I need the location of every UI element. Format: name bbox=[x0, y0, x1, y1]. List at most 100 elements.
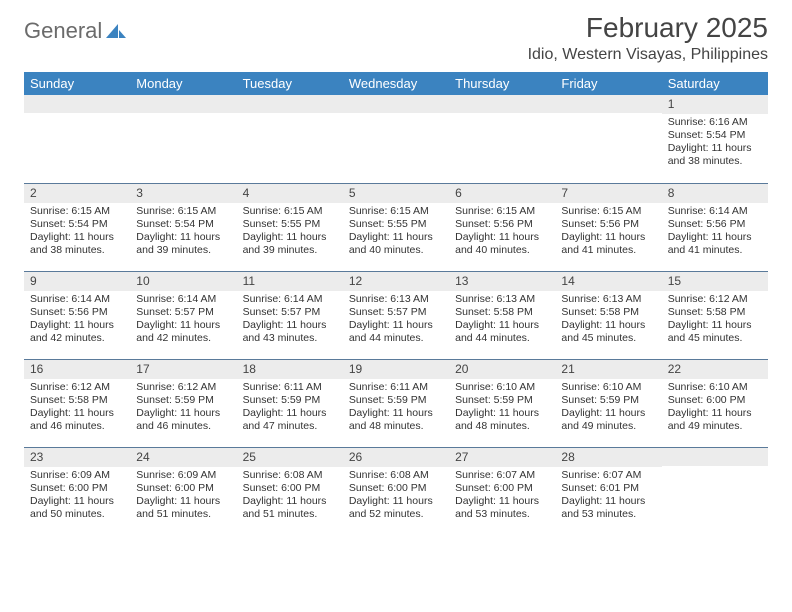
day-header: Sunday bbox=[24, 72, 130, 95]
day-daylight1: Daylight: 11 hours bbox=[349, 231, 443, 244]
day-daylight1: Daylight: 11 hours bbox=[136, 407, 230, 420]
day-sunset: Sunset: 5:59 PM bbox=[561, 394, 655, 407]
calendar-day-cell: 24Sunrise: 6:09 AMSunset: 6:00 PMDayligh… bbox=[130, 447, 236, 535]
day-sunset: Sunset: 6:01 PM bbox=[561, 482, 655, 495]
day-sunrise: Sunrise: 6:14 AM bbox=[668, 205, 762, 218]
day-body: Sunrise: 6:07 AMSunset: 6:00 PMDaylight:… bbox=[449, 467, 555, 526]
day-header: Saturday bbox=[662, 72, 768, 95]
day-body: Sunrise: 6:11 AMSunset: 5:59 PMDaylight:… bbox=[343, 379, 449, 438]
day-sunset: Sunset: 6:00 PM bbox=[349, 482, 443, 495]
calendar-day-cell bbox=[449, 95, 555, 183]
day-number: 23 bbox=[24, 448, 130, 467]
day-body: Sunrise: 6:13 AMSunset: 5:57 PMDaylight:… bbox=[343, 291, 449, 350]
day-number: 2 bbox=[24, 184, 130, 203]
calendar-day-cell bbox=[237, 95, 343, 183]
day-sunset: Sunset: 5:56 PM bbox=[561, 218, 655, 231]
day-daylight1: Daylight: 11 hours bbox=[455, 407, 549, 420]
day-body: Sunrise: 6:15 AMSunset: 5:55 PMDaylight:… bbox=[237, 203, 343, 262]
day-number bbox=[555, 95, 661, 113]
day-daylight1: Daylight: 11 hours bbox=[668, 319, 762, 332]
calendar-week-row: 1Sunrise: 6:16 AMSunset: 5:54 PMDaylight… bbox=[24, 95, 768, 183]
day-sunrise: Sunrise: 6:09 AM bbox=[30, 469, 124, 482]
day-sunset: Sunset: 5:59 PM bbox=[455, 394, 549, 407]
calendar-day-cell: 3Sunrise: 6:15 AMSunset: 5:54 PMDaylight… bbox=[130, 183, 236, 271]
day-daylight2: and 51 minutes. bbox=[136, 508, 230, 521]
day-number: 14 bbox=[555, 272, 661, 291]
calendar-table: Sunday Monday Tuesday Wednesday Thursday… bbox=[24, 72, 768, 535]
day-number: 9 bbox=[24, 272, 130, 291]
calendar-day-cell: 1Sunrise: 6:16 AMSunset: 5:54 PMDaylight… bbox=[662, 95, 768, 183]
calendar-day-cell: 10Sunrise: 6:14 AMSunset: 5:57 PMDayligh… bbox=[130, 271, 236, 359]
calendar-week-row: 9Sunrise: 6:14 AMSunset: 5:56 PMDaylight… bbox=[24, 271, 768, 359]
day-daylight2: and 41 minutes. bbox=[668, 244, 762, 257]
day-daylight1: Daylight: 11 hours bbox=[136, 231, 230, 244]
day-number: 7 bbox=[555, 184, 661, 203]
calendar-day-cell: 6Sunrise: 6:15 AMSunset: 5:56 PMDaylight… bbox=[449, 183, 555, 271]
day-body: Sunrise: 6:15 AMSunset: 5:55 PMDaylight:… bbox=[343, 203, 449, 262]
day-header: Wednesday bbox=[343, 72, 449, 95]
day-body: Sunrise: 6:07 AMSunset: 6:01 PMDaylight:… bbox=[555, 467, 661, 526]
day-daylight1: Daylight: 11 hours bbox=[668, 231, 762, 244]
day-sunset: Sunset: 5:55 PM bbox=[349, 218, 443, 231]
day-header: Monday bbox=[130, 72, 236, 95]
calendar-day-cell: 28Sunrise: 6:07 AMSunset: 6:01 PMDayligh… bbox=[555, 447, 661, 535]
day-body: Sunrise: 6:15 AMSunset: 5:56 PMDaylight:… bbox=[555, 203, 661, 262]
day-number: 3 bbox=[130, 184, 236, 203]
day-sunset: Sunset: 6:00 PM bbox=[243, 482, 337, 495]
day-number: 6 bbox=[449, 184, 555, 203]
day-body: Sunrise: 6:08 AMSunset: 6:00 PMDaylight:… bbox=[343, 467, 449, 526]
calendar-day-cell: 12Sunrise: 6:13 AMSunset: 5:57 PMDayligh… bbox=[343, 271, 449, 359]
day-daylight1: Daylight: 11 hours bbox=[668, 142, 762, 155]
day-sunrise: Sunrise: 6:16 AM bbox=[668, 116, 762, 129]
day-sunrise: Sunrise: 6:15 AM bbox=[30, 205, 124, 218]
day-sunset: Sunset: 5:56 PM bbox=[455, 218, 549, 231]
day-sunset: Sunset: 5:57 PM bbox=[243, 306, 337, 319]
day-body: Sunrise: 6:09 AMSunset: 6:00 PMDaylight:… bbox=[130, 467, 236, 526]
day-daylight2: and 38 minutes. bbox=[668, 155, 762, 168]
day-daylight2: and 43 minutes. bbox=[243, 332, 337, 345]
day-body: Sunrise: 6:10 AMSunset: 6:00 PMDaylight:… bbox=[662, 379, 768, 438]
day-sunset: Sunset: 5:58 PM bbox=[30, 394, 124, 407]
day-sunset: Sunset: 6:00 PM bbox=[136, 482, 230, 495]
day-body: Sunrise: 6:16 AMSunset: 5:54 PMDaylight:… bbox=[662, 114, 768, 173]
day-body: Sunrise: 6:14 AMSunset: 5:57 PMDaylight:… bbox=[130, 291, 236, 350]
logo: General Blue bbox=[24, 12, 128, 44]
calendar-day-cell bbox=[343, 95, 449, 183]
day-sunset: Sunset: 5:56 PM bbox=[30, 306, 124, 319]
day-sunrise: Sunrise: 6:08 AM bbox=[349, 469, 443, 482]
day-sunrise: Sunrise: 6:11 AM bbox=[243, 381, 337, 394]
day-body bbox=[343, 113, 449, 119]
day-sunset: Sunset: 5:54 PM bbox=[668, 129, 762, 142]
day-number: 27 bbox=[449, 448, 555, 467]
day-daylight2: and 48 minutes. bbox=[455, 420, 549, 433]
calendar-day-cell: 11Sunrise: 6:14 AMSunset: 5:57 PMDayligh… bbox=[237, 271, 343, 359]
day-daylight1: Daylight: 11 hours bbox=[349, 495, 443, 508]
calendar-day-cell: 9Sunrise: 6:14 AMSunset: 5:56 PMDaylight… bbox=[24, 271, 130, 359]
calendar-day-cell: 16Sunrise: 6:12 AMSunset: 5:58 PMDayligh… bbox=[24, 359, 130, 447]
day-body: Sunrise: 6:14 AMSunset: 5:56 PMDaylight:… bbox=[662, 203, 768, 262]
day-daylight1: Daylight: 11 hours bbox=[243, 231, 337, 244]
day-daylight1: Daylight: 11 hours bbox=[561, 319, 655, 332]
day-sunset: Sunset: 5:58 PM bbox=[455, 306, 549, 319]
day-sunrise: Sunrise: 6:14 AM bbox=[136, 293, 230, 306]
calendar-day-cell: 18Sunrise: 6:11 AMSunset: 5:59 PMDayligh… bbox=[237, 359, 343, 447]
day-daylight1: Daylight: 11 hours bbox=[30, 319, 124, 332]
day-sunset: Sunset: 5:58 PM bbox=[668, 306, 762, 319]
day-body: Sunrise: 6:09 AMSunset: 6:00 PMDaylight:… bbox=[24, 467, 130, 526]
day-daylight1: Daylight: 11 hours bbox=[349, 319, 443, 332]
day-daylight2: and 40 minutes. bbox=[455, 244, 549, 257]
day-sunrise: Sunrise: 6:07 AM bbox=[561, 469, 655, 482]
calendar-week-row: 23Sunrise: 6:09 AMSunset: 6:00 PMDayligh… bbox=[24, 447, 768, 535]
day-number bbox=[449, 95, 555, 113]
day-sunset: Sunset: 6:00 PM bbox=[668, 394, 762, 407]
calendar-day-cell: 5Sunrise: 6:15 AMSunset: 5:55 PMDaylight… bbox=[343, 183, 449, 271]
day-sunrise: Sunrise: 6:12 AM bbox=[30, 381, 124, 394]
day-number: 10 bbox=[130, 272, 236, 291]
day-daylight1: Daylight: 11 hours bbox=[243, 495, 337, 508]
day-daylight1: Daylight: 11 hours bbox=[349, 407, 443, 420]
day-daylight2: and 49 minutes. bbox=[561, 420, 655, 433]
day-daylight2: and 38 minutes. bbox=[30, 244, 124, 257]
calendar-day-cell: 4Sunrise: 6:15 AMSunset: 5:55 PMDaylight… bbox=[237, 183, 343, 271]
day-daylight1: Daylight: 11 hours bbox=[136, 495, 230, 508]
day-number: 24 bbox=[130, 448, 236, 467]
